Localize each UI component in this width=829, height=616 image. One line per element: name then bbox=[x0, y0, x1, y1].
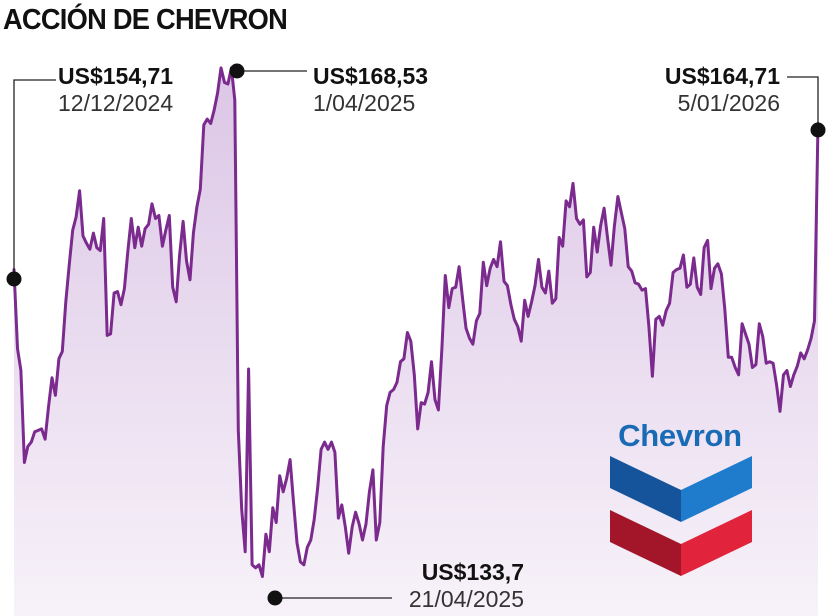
chevron-logo: Chevron bbox=[606, 418, 756, 583]
end-price-label: US$164,71 bbox=[665, 63, 780, 89]
chart-title: ACCIÓN DE CHEVRON bbox=[3, 4, 288, 36]
end-date-label: 5/01/2026 bbox=[678, 90, 780, 116]
chevron-wordmark: Chevron bbox=[618, 418, 742, 453]
high-price-label: US$168,53 bbox=[313, 63, 428, 89]
start-leader bbox=[13, 79, 56, 279]
end-marker bbox=[810, 122, 826, 138]
high-marker bbox=[229, 63, 245, 79]
low-date-label: 21/04/2025 bbox=[409, 586, 524, 612]
start-date-label: 12/12/2024 bbox=[58, 90, 173, 116]
low-price-label: US$133,7 bbox=[422, 559, 524, 585]
start-marker bbox=[6, 271, 22, 287]
high-date-label: 1/04/2025 bbox=[313, 90, 415, 116]
start-price-label: US$154,71 bbox=[58, 63, 173, 89]
low-marker bbox=[267, 590, 283, 606]
price-line bbox=[12, 66, 820, 578]
chevron-emblem-icon bbox=[610, 456, 752, 576]
end-leader bbox=[787, 76, 819, 130]
